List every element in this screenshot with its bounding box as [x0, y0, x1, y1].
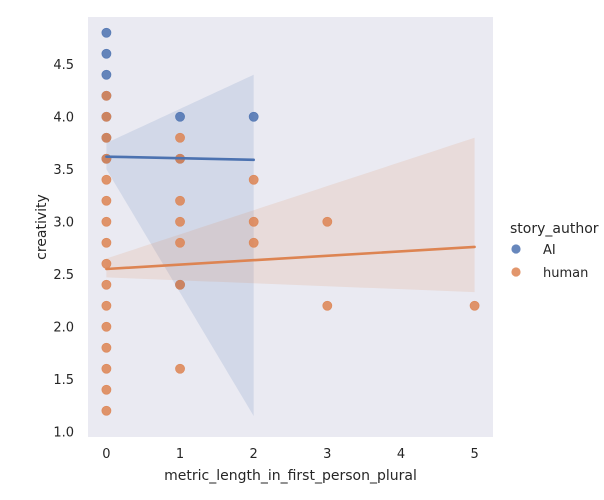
point-human-28 [469, 300, 480, 311]
regression-line-human [105, 245, 476, 271]
y-tick-label-1-0: 1.0 [53, 425, 74, 440]
legend-title: story_author [510, 221, 599, 237]
point-ai-0 [101, 27, 112, 38]
point-human-13 [101, 363, 112, 374]
point-human-23 [248, 174, 259, 185]
y-axis-label: creativity [34, 194, 50, 260]
legend-label-ai: AI [543, 243, 556, 258]
point-human-16 [175, 132, 185, 143]
y-tick-label-3-0: 3.0 [53, 215, 74, 230]
point-ai-2 [101, 69, 112, 80]
point-ai-10 [248, 111, 259, 122]
point-human-14 [101, 384, 112, 395]
plot-area-background [88, 17, 493, 437]
x-tick-label-1: 1 [176, 447, 184, 462]
point-human-5 [101, 195, 112, 206]
regression-line-ai [105, 155, 255, 162]
point-human-0 [101, 90, 112, 101]
y-tick-label-4-5: 4.5 [53, 58, 74, 73]
x-tick-label-2: 2 [250, 447, 258, 462]
point-human-20 [175, 237, 185, 248]
legend-marker-ai [511, 244, 521, 254]
point-human-2 [101, 132, 112, 143]
point-human-21 [175, 279, 185, 290]
point-human-22 [175, 363, 185, 374]
point-human-9 [101, 279, 112, 290]
point-human-18 [175, 195, 185, 206]
y-tick-label-4-0: 4.0 [53, 110, 74, 125]
point-ai-1 [101, 48, 112, 59]
x-axis-label: metric_length_in_first_person_plural [164, 468, 417, 484]
legend-label-human: human [543, 266, 588, 281]
point-human-25 [248, 237, 259, 248]
legend-marker-human [511, 267, 521, 277]
x-tick-label-0: 0 [102, 447, 110, 462]
point-human-15 [101, 405, 112, 416]
point-human-8 [101, 258, 112, 269]
x-axis-ticks: 0 1 2 3 4 5 [102, 447, 478, 462]
point-human-26 [322, 216, 333, 227]
y-tick-label-1-5: 1.5 [53, 373, 74, 388]
point-human-6 [101, 216, 112, 227]
y-axis-ticks: 1.0 1.5 2.0 2.5 3.0 3.5 4.0 4.5 [53, 58, 74, 441]
point-human-12 [101, 342, 112, 353]
point-human-19 [175, 216, 185, 227]
point-human-27 [322, 300, 333, 311]
point-human-1 [101, 111, 112, 122]
x-tick-label-5: 5 [470, 447, 478, 462]
y-tick-label-2-5: 2.5 [53, 268, 74, 283]
legend: story_author AI human [510, 221, 599, 281]
point-ai-7 [175, 111, 185, 122]
y-tick-label-2-0: 2.0 [53, 320, 74, 335]
point-human-11 [101, 321, 112, 332]
point-human-7 [101, 237, 112, 248]
x-tick-label-4: 4 [397, 447, 405, 462]
point-human-24 [248, 216, 259, 227]
x-tick-label-3: 3 [323, 447, 331, 462]
y-tick-label-3-5: 3.5 [53, 163, 74, 178]
regression-lines [105, 155, 476, 271]
point-human-4 [101, 174, 112, 185]
point-human-10 [101, 300, 112, 311]
